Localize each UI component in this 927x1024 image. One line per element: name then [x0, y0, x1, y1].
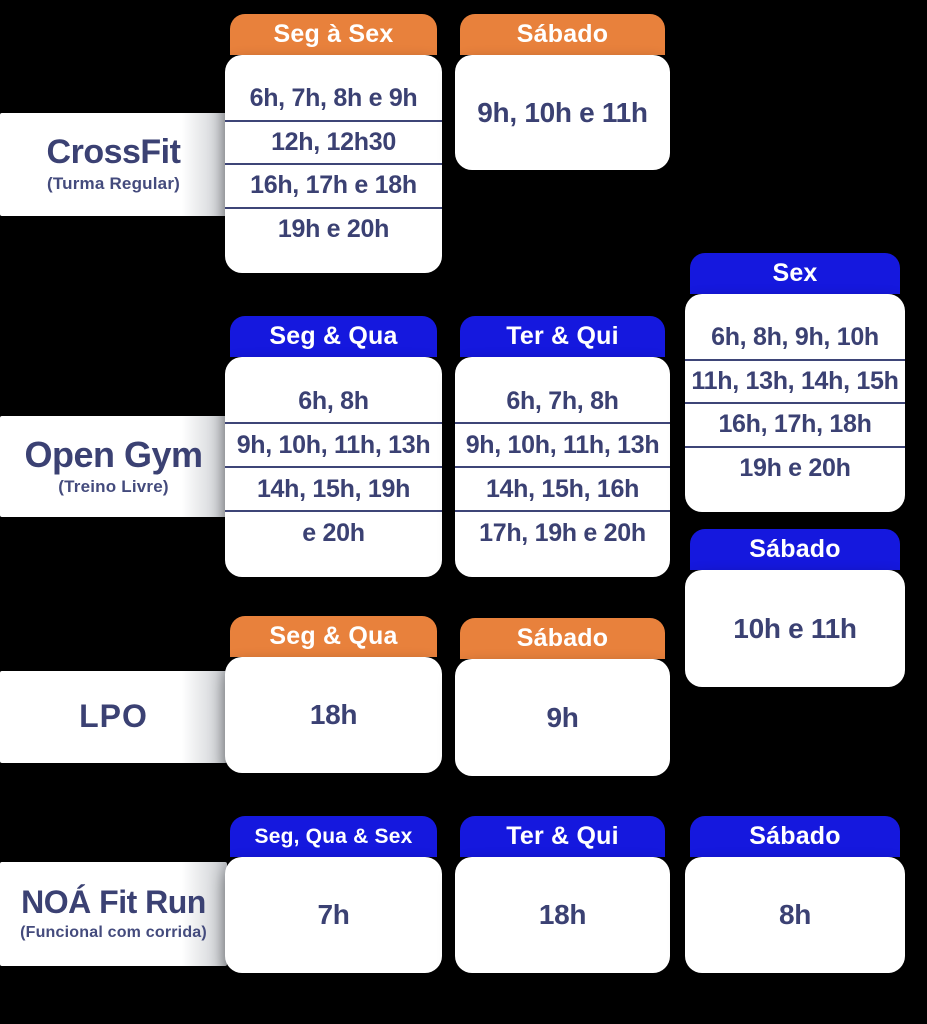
section-title: LPO — [79, 698, 148, 735]
schedule-card-noa-saturday: Sábado 8h — [685, 816, 905, 973]
card-day-header: Seg, Qua & Sex — [230, 816, 437, 857]
time-slot: 19h e 20h — [277, 214, 390, 243]
time-slot: 6h, 8h — [225, 380, 442, 424]
card-day-header: Sábado — [690, 816, 900, 857]
section-label-open-gym: Open Gym (Treino Livre) — [0, 416, 227, 517]
card-day-header: Seg à Sex — [230, 14, 437, 55]
schedule-card-crossfit-weekdays: Seg à Sex 6h, 7h, 8h e 9h 12h, 12h30 16h… — [225, 14, 442, 273]
section-title: Open Gym — [24, 433, 203, 475]
time-slot: 9h, 10h, 11h, 13h — [455, 424, 670, 468]
card-day-header: Sábado — [460, 618, 665, 659]
card-day-header: Sábado — [690, 529, 900, 570]
time-slot: 16h, 17h e 18h — [225, 165, 442, 209]
section-subtitle: (Turma Regular) — [46, 174, 181, 194]
schedule-card-opengym-saturday: Sábado 10h e 11h — [685, 529, 905, 687]
time-slot: 9h, 10h, 11h, 13h — [225, 424, 442, 468]
time-slot: 11h, 13h, 14h, 15h — [685, 361, 905, 404]
time-slot: 9h, 10h e 11h — [455, 55, 670, 170]
schedule-card-crossfit-saturday: Sábado 9h, 10h e 11h — [455, 14, 670, 170]
time-slot: 18h — [455, 857, 670, 973]
card-day-header: Sex — [690, 253, 900, 294]
time-slot: 8h — [685, 857, 905, 973]
time-slot: 6h, 8h, 9h, 10h — [685, 317, 905, 361]
card-day-header: Sábado — [460, 14, 665, 55]
time-slot: 14h, 15h, 16h — [455, 468, 670, 512]
time-slot: 6h, 7h, 8h — [455, 380, 670, 424]
schedule-card-lpo-seg-qua: Seg & Qua 18h — [225, 616, 442, 773]
schedule-card-noa-ter-qui: Ter & Qui 18h — [455, 816, 670, 973]
section-label-noa-fit-run: NOÁ Fit Run (Funcional com corrida) — [0, 862, 227, 966]
time-slot: 17h, 19h e 20h — [479, 518, 646, 547]
time-slot: 14h, 15h, 19h — [225, 468, 442, 512]
card-day-header: Ter & Qui — [460, 816, 665, 857]
section-title: NOÁ Fit Run — [21, 884, 206, 921]
schedule-card-opengym-ter-qui: Ter & Qui 6h, 7h, 8h 9h, 10h, 11h, 13h 1… — [455, 316, 670, 577]
schedule-card-lpo-saturday: Sábado 9h — [455, 618, 670, 776]
time-slot: 9h — [455, 659, 670, 776]
card-day-header: Ter & Qui — [460, 316, 665, 357]
time-slot: e 20h — [302, 518, 365, 547]
schedule-card-noa-seg-qua-sex: Seg, Qua & Sex 7h — [225, 816, 442, 973]
time-slot: 19h e 20h — [739, 453, 851, 482]
time-slot: 7h — [225, 857, 442, 973]
section-label-lpo: LPO — [0, 671, 227, 763]
time-slot: 18h — [225, 657, 442, 773]
card-day-header: Seg & Qua — [230, 616, 437, 657]
time-slot: 12h, 12h30 — [225, 122, 442, 165]
section-label-crossfit: CrossFit (Turma Regular) — [0, 113, 227, 216]
section-title: CrossFit — [46, 132, 181, 171]
schedule-card-opengym-seg-qua: Seg & Qua 6h, 8h 9h, 10h, 11h, 13h 14h, … — [225, 316, 442, 577]
time-slot: 10h e 11h — [685, 570, 905, 687]
card-day-header: Seg & Qua — [230, 316, 437, 357]
time-slot: 6h, 7h, 8h e 9h — [225, 78, 442, 122]
section-subtitle: (Funcional com corrida) — [20, 923, 207, 941]
section-subtitle: (Treino Livre) — [58, 477, 169, 497]
schedule-card-opengym-sex: Sex 6h, 8h, 9h, 10h 11h, 13h, 14h, 15h 1… — [685, 253, 905, 512]
time-slot: 16h, 17h, 18h — [685, 404, 905, 448]
